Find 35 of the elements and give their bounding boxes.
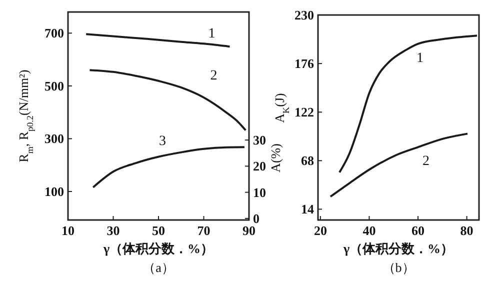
x-axis-title: γ（体积分数．%） (342, 241, 454, 256)
y-tick-label: 176 (294, 56, 314, 72)
y-tick-label: 68 (301, 153, 314, 168)
text: （a） (142, 260, 174, 275)
y2-tick-label: 30 (253, 132, 266, 148)
text: （b） (382, 260, 415, 275)
x-tick-label: 80 (460, 223, 474, 238)
series-label: 1 (208, 26, 216, 42)
y-tick-label: 700 (44, 26, 64, 41)
x-tick-label: 90 (242, 223, 256, 238)
x-tick-label: 10 (62, 223, 74, 238)
y2-tick-label: 0 (253, 210, 260, 226)
x-tick-label: 70 (197, 223, 210, 238)
y2-tick-label: 10 (253, 184, 266, 200)
y-tick-label: 100 (44, 184, 64, 199)
y-tick-label: 14 (301, 202, 314, 217)
x-tick-label: 20 (314, 223, 327, 238)
series-label: 3 (159, 134, 166, 149)
x-tick-label: 40 (362, 223, 376, 238)
line-series (329, 132, 469, 198)
series-label: 2 (210, 68, 218, 84)
y-tick-label: 500 (44, 78, 64, 94)
y2-tick-label: 20 (253, 158, 266, 174)
x-tick-label: 30 (106, 223, 120, 238)
y-tick-label: 122 (294, 104, 314, 120)
y-tick-label: 230 (294, 8, 314, 22)
x-tick-label: 50 (152, 223, 165, 238)
y2-axis-title: A(%) (268, 144, 283, 172)
y-tick-label: 300 (44, 131, 64, 146)
series-label: 1 (416, 50, 424, 66)
x-tick-label: 60 (412, 223, 425, 238)
x-axis-title: γ（体积分数．%） (102, 241, 214, 256)
line-series (92, 146, 246, 188)
line-series (88, 69, 247, 132)
series-label: 2 (422, 154, 430, 170)
